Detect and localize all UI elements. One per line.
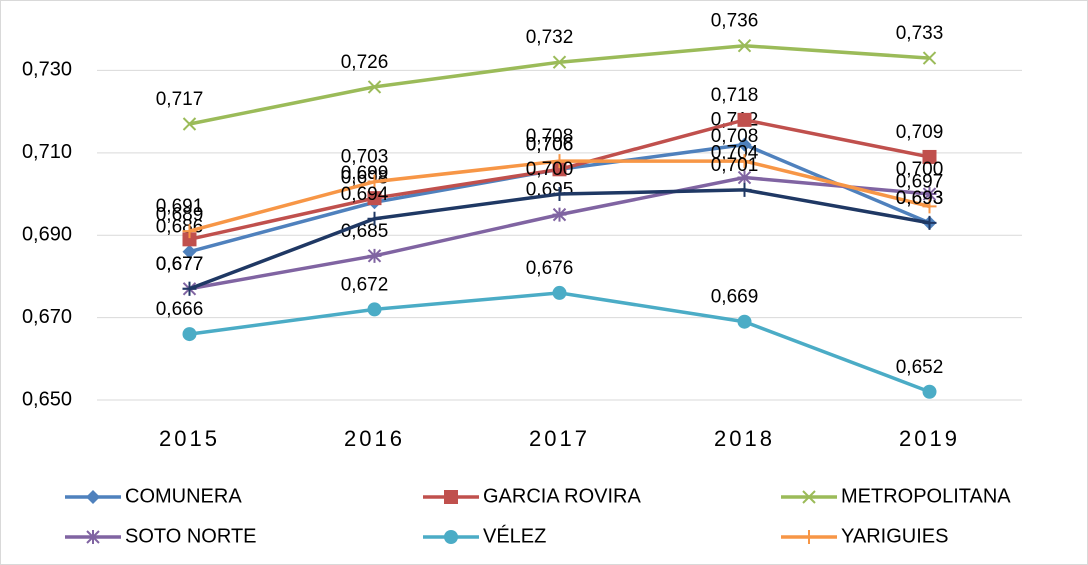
data-label: 0,691 [156, 196, 204, 217]
legend-label: GARCIA ROVIRA [483, 485, 641, 507]
x-tick-label: 2015 [159, 426, 220, 451]
data-label: 0,669 [711, 287, 759, 308]
y-tick-label: 0,730 [22, 59, 72, 81]
data-label: 0,706 [526, 134, 574, 155]
data-label: 0,676 [526, 258, 574, 279]
data-label: 0,700 [896, 159, 944, 180]
data-label: 0,652 [896, 357, 944, 378]
marker [552, 207, 567, 222]
marker [367, 80, 382, 94]
y-tick-label: 0,670 [22, 306, 72, 328]
data-label: 0,733 [896, 23, 944, 44]
marker [367, 191, 382, 206]
legend-label: COMUNERA [125, 485, 242, 507]
x-tick-label: 2016 [344, 426, 405, 451]
data-label: 0,732 [526, 27, 574, 48]
data-label: 0,717 [156, 89, 204, 110]
marker [737, 170, 752, 185]
marker [552, 55, 567, 69]
marker [922, 199, 937, 214]
data-label: 0,701 [711, 155, 759, 176]
data-label: 0,697 [896, 171, 944, 192]
legend-marker [86, 530, 100, 544]
marker [737, 112, 752, 127]
y-tick-label: 0,650 [22, 388, 72, 410]
marker [922, 149, 937, 164]
data-label: 0,736 [711, 11, 759, 32]
data-label: 0,700 [526, 159, 574, 180]
marker [922, 187, 937, 202]
y-tick-label: 0,690 [22, 223, 72, 245]
legend-item: VÉLEZ [423, 524, 546, 547]
data-label: 0,706 [526, 134, 574, 155]
data-label: 0,689 [156, 204, 204, 225]
data-label: 0,694 [341, 184, 389, 205]
marker [367, 302, 382, 317]
data-label: 0,677 [156, 254, 204, 275]
data-label: 0,703 [341, 147, 389, 168]
legend-label: METROPOLITANA [841, 485, 1011, 507]
legend-marker [86, 490, 100, 504]
x-tick-label: 2018 [714, 426, 775, 451]
data-label: 0,704 [711, 143, 759, 164]
data-label: 0,677 [156, 254, 204, 275]
legend-marker [802, 490, 816, 504]
data-label: 0,708 [526, 126, 574, 147]
legend-marker [444, 490, 458, 504]
marker [922, 51, 937, 65]
marker [182, 281, 197, 296]
marker [737, 154, 752, 169]
data-label: 0,708 [711, 126, 759, 147]
legend-label: YARIGUIES [841, 525, 948, 547]
marker [737, 39, 752, 53]
marker [737, 314, 752, 329]
data-label: 0,718 [711, 85, 759, 106]
marker [182, 117, 197, 131]
marker [552, 187, 567, 202]
y-tick-label: 0,710 [22, 141, 72, 163]
data-label: 0,693 [896, 188, 944, 209]
marker [552, 285, 567, 300]
marker [367, 174, 382, 189]
marker [922, 384, 937, 399]
marker [182, 224, 197, 239]
marker [737, 182, 752, 197]
marker [367, 248, 382, 263]
legend-label: SOTO NORTE [125, 525, 257, 547]
x-tick-label: 2017 [529, 426, 590, 451]
data-label: 0,666 [156, 299, 204, 320]
marker [182, 244, 197, 259]
legend-item: COMUNERA [65, 485, 242, 507]
marker [737, 137, 752, 152]
data-label: 0,672 [341, 274, 389, 295]
legend-item: SOTO NORTE [65, 525, 257, 547]
data-label: 0,726 [341, 52, 389, 73]
marker [552, 154, 567, 169]
marker [367, 211, 382, 226]
marker [182, 232, 197, 247]
data-label: 0,709 [896, 122, 944, 143]
data-label: 0,699 [341, 163, 389, 184]
legend-item: GARCIA ROVIRA [423, 485, 641, 507]
marker [922, 215, 937, 230]
legend-item: YARIGUIES [781, 525, 948, 547]
marker [552, 162, 567, 177]
legend-marker [802, 530, 816, 544]
legend-label: VÉLEZ [483, 524, 546, 547]
legend-marker [444, 530, 458, 544]
x-tick-label: 2019 [899, 426, 960, 451]
marker [182, 327, 197, 342]
legend-item: METROPOLITANA [781, 485, 1011, 507]
